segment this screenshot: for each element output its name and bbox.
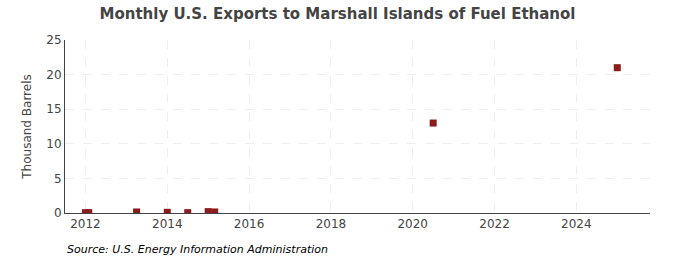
svg-text:2022: 2022	[479, 217, 510, 231]
svg-text:20: 20	[46, 68, 61, 82]
svg-text:10: 10	[46, 137, 61, 151]
svg-text:2016: 2016	[234, 217, 265, 231]
svg-text:Source: U.S. Energy Informatio: Source: U.S. Energy Information Administ…	[67, 243, 328, 256]
svg-text:2020: 2020	[397, 217, 428, 231]
svg-text:2012: 2012	[70, 217, 101, 231]
svg-text:0: 0	[54, 206, 62, 220]
svg-text:2018: 2018	[316, 217, 347, 231]
svg-text:5: 5	[54, 172, 62, 186]
svg-text:25: 25	[46, 33, 61, 47]
svg-text:2014: 2014	[152, 217, 183, 231]
svg-text:2024: 2024	[561, 217, 592, 231]
svg-text:Thousand Barrels: Thousand Barrels	[20, 74, 34, 179]
svg-text:15: 15	[46, 102, 61, 116]
svg-text:Monthly U.S. Exports to Marsha: Monthly U.S. Exports to Marshall Islands…	[99, 5, 575, 23]
